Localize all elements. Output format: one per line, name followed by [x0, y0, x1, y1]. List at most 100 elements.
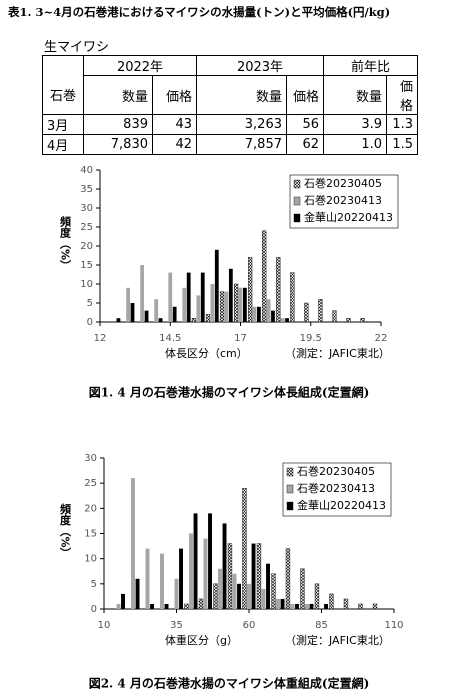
table-header: 2022年 2023年 前年比 — [42, 55, 418, 76]
bar — [200, 272, 205, 322]
bar — [290, 272, 295, 323]
bar — [242, 287, 247, 322]
legend-swatch — [286, 501, 294, 511]
bar — [318, 299, 323, 323]
x-axis-label: 体重区分（g） — [165, 633, 238, 647]
bar — [280, 598, 285, 609]
bar — [257, 306, 261, 322]
bar — [314, 583, 320, 610]
bar — [271, 310, 275, 322]
bar — [237, 583, 241, 609]
bar — [276, 257, 281, 323]
bar — [285, 318, 289, 322]
legend-label: 石巻20230405 — [297, 465, 375, 478]
bar — [300, 568, 305, 610]
y-tick-label: 15 — [80, 260, 93, 271]
y-tick-label: 0 — [91, 604, 97, 615]
doc-title: 表1. 3~4月の石巻港におけるマイワシの水揚量(トン)と平均価格(円/kg) — [8, 5, 391, 19]
caption: 図2. 4 月の石巻港水揚のマイワシ体重組成(定置網) — [89, 676, 370, 691]
bar — [168, 272, 173, 322]
bar — [332, 310, 337, 323]
bar — [228, 268, 233, 322]
bar — [205, 314, 211, 323]
bar — [213, 583, 218, 610]
bar — [182, 287, 187, 322]
bar — [238, 287, 243, 322]
y-tick-label: 30 — [80, 203, 93, 214]
x-tick-label: 60 — [243, 620, 256, 631]
subheader-cell: 価格 — [386, 75, 418, 115]
bar — [196, 295, 201, 322]
y-tick-label: 10 — [84, 554, 97, 565]
bar — [324, 603, 328, 609]
bar — [280, 318, 285, 322]
bar — [290, 603, 295, 609]
legend-label: 金華山20220413 — [297, 498, 386, 512]
bar — [266, 563, 270, 609]
bar — [234, 283, 239, 323]
cell: 1.0 — [323, 134, 387, 155]
y-tick-label: 25 — [80, 222, 93, 233]
bar — [150, 603, 154, 609]
cell: 43 — [152, 114, 197, 135]
bar — [131, 478, 135, 609]
y-tick-label: 30 — [84, 453, 97, 464]
bar — [227, 543, 233, 610]
note: （測定：JAFIC東北） — [285, 346, 390, 360]
y-tick-label: 15 — [84, 529, 97, 540]
bar — [346, 318, 351, 323]
bar — [126, 287, 130, 322]
bar — [224, 291, 229, 322]
bar — [144, 310, 149, 322]
caption: 図1. 4 月の石巻港水揚のマイワシ体長組成(定置網) — [89, 385, 370, 400]
bar — [329, 593, 334, 610]
x-tick-label: 10 — [98, 620, 111, 631]
bar — [295, 603, 299, 609]
x-tick-label: 12 — [94, 333, 107, 344]
bar — [343, 598, 349, 610]
x-axis-label: 体長区分（cm） — [165, 346, 248, 360]
row-label: 4月 — [42, 134, 84, 155]
y-tick-label: 5 — [91, 579, 97, 590]
bar — [130, 303, 135, 322]
header-cell: 石巻 — [42, 75, 84, 115]
bar — [198, 598, 204, 610]
bar — [164, 603, 169, 609]
y-tick-label: 10 — [80, 279, 93, 290]
header-cell: 2022年 — [83, 55, 197, 76]
bar — [135, 578, 140, 609]
table: 2022年 2023年 前年比 石巻 数量 価格 数量 価格 数量 価格 3月 … — [42, 55, 418, 155]
x-tick-label: 35 — [170, 620, 183, 631]
cell: 7,830 — [83, 134, 153, 155]
y-tick-label: 20 — [80, 241, 93, 252]
bar — [305, 603, 309, 609]
bar — [252, 306, 257, 322]
bar — [232, 573, 237, 609]
y-tick-label: 40 — [80, 165, 93, 176]
bar — [309, 603, 314, 609]
bar — [184, 603, 189, 610]
x-tick-label: 22 — [375, 333, 388, 344]
legend-box — [282, 462, 392, 517]
bar — [256, 543, 262, 610]
bar — [266, 299, 271, 322]
legend-swatch — [293, 179, 301, 189]
bar — [191, 318, 197, 323]
y-tick-label: 25 — [84, 478, 97, 489]
subheader-cell: 数量 — [196, 75, 287, 115]
bar — [372, 603, 378, 610]
y-tick-label: 35 — [80, 184, 93, 195]
legend-box — [289, 174, 399, 229]
x-tick-label: 19.5 — [300, 333, 322, 344]
bar — [174, 578, 179, 609]
x-tick-label: 17 — [234, 333, 247, 344]
bar — [121, 593, 125, 609]
table-row: 4月 7,830 42 7,857 62 1.0 1.5 — [42, 134, 418, 155]
cell: 62 — [286, 134, 324, 155]
cell: 1.5 — [386, 134, 418, 155]
bar — [360, 318, 365, 323]
table-subheader: 石巻 数量 価格 数量 価格 数量 価格 — [42, 75, 418, 115]
y-tick-label: 20 — [84, 503, 97, 514]
